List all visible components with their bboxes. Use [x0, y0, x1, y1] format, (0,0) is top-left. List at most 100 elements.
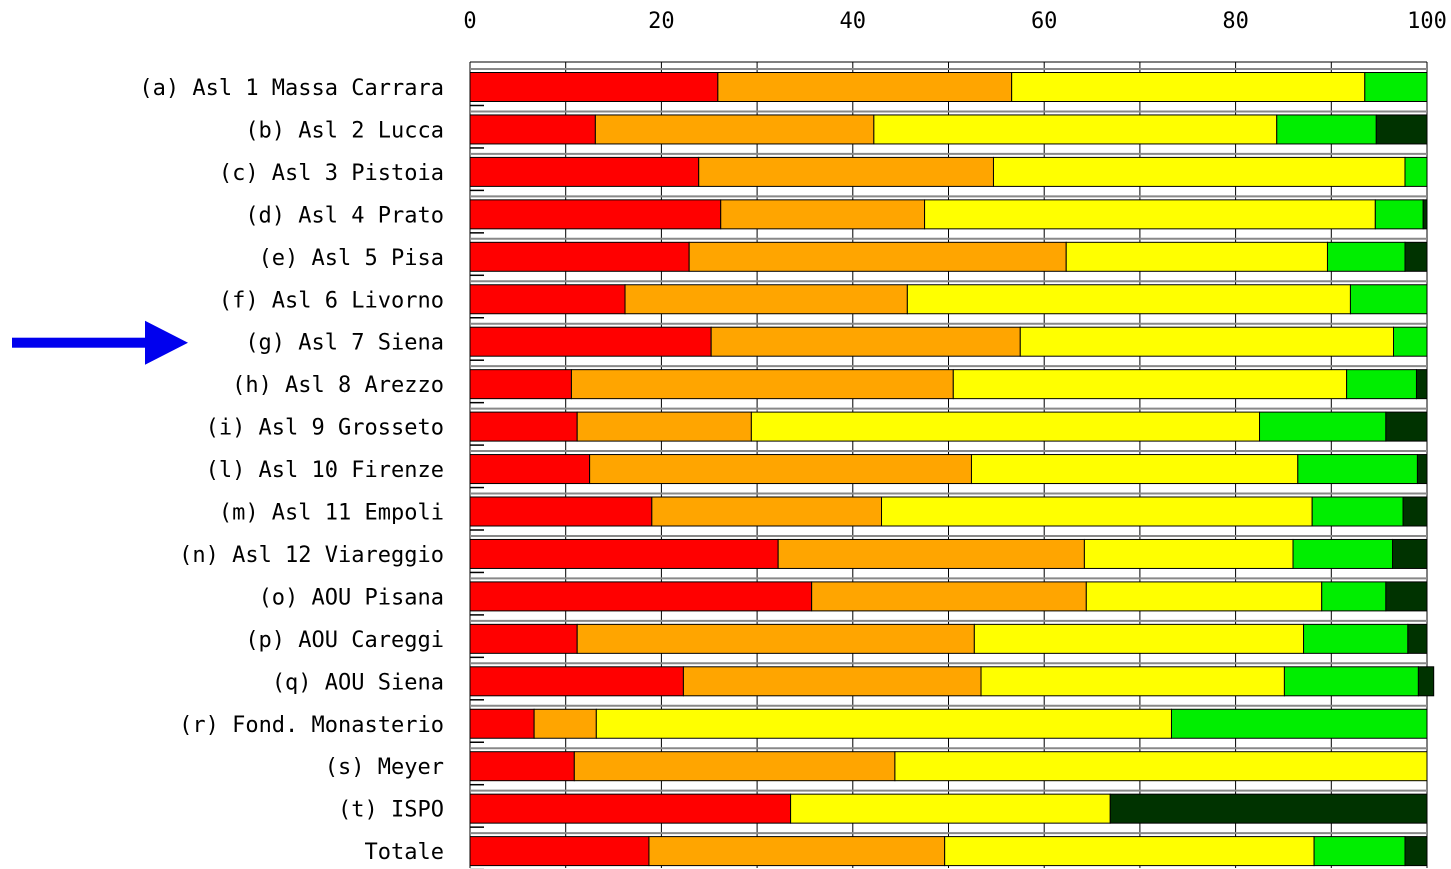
category-label: (d) Asl 4 Prato — [245, 203, 444, 228]
bar-segment — [1349, 284, 1428, 315]
x-tick-label: 100 — [1407, 9, 1447, 34]
bar-segment — [469, 369, 572, 400]
category-label: (n) Asl 12 Viareggio — [179, 543, 444, 568]
bar-segment — [576, 411, 752, 442]
category-label: (g) Asl 7 Siena — [245, 331, 444, 356]
bar-segment — [790, 793, 1111, 824]
x-tick-label: 80 — [1222, 9, 1249, 34]
bar-segment — [576, 623, 975, 654]
bar-segment — [1374, 199, 1424, 230]
bar-segment — [1259, 411, 1387, 442]
x-tick-label: 40 — [840, 9, 867, 34]
bar-segment — [1404, 836, 1428, 867]
bar-segment — [720, 199, 926, 230]
bar-segment — [594, 114, 875, 145]
category-label: (q) AOU Siena — [272, 670, 444, 695]
bar-segment — [469, 538, 779, 569]
x-tick-label: 0 — [463, 9, 476, 34]
bar-segment — [469, 284, 626, 315]
category-label: (e) Asl 5 Pisa — [259, 246, 444, 271]
bar-segment — [698, 156, 994, 187]
bar-segment — [717, 72, 1013, 102]
bar-segment — [992, 156, 1406, 187]
bar-segment — [924, 199, 1376, 230]
bar-segment — [1404, 156, 1428, 187]
bar-segment — [777, 538, 1085, 569]
bar-segment — [469, 708, 535, 739]
bar-segment — [811, 581, 1087, 612]
bar-segment — [1311, 496, 1404, 527]
bar-segment — [980, 666, 1285, 697]
bar-segment — [469, 72, 719, 102]
category-label: (c) Asl 3 Pistoia — [219, 161, 444, 186]
bar-segment — [1065, 241, 1328, 272]
bar-segment — [973, 623, 1305, 654]
category-label: (o) AOU Pisana — [259, 585, 444, 610]
bar-segment — [1283, 666, 1419, 697]
bar-segment — [469, 241, 690, 272]
bar-segment — [469, 581, 813, 612]
bar-segment — [469, 666, 684, 697]
bar-segment — [688, 241, 1067, 272]
highlight-arrow-shaft — [12, 337, 148, 348]
bar-segment — [1393, 326, 1428, 357]
highlight-arrow-icon — [145, 320, 188, 365]
category-label: (l) Asl 10 Firenze — [206, 458, 444, 483]
bar-segment — [469, 496, 653, 527]
bar-segment — [1402, 496, 1428, 527]
bar-segment — [469, 199, 722, 230]
bar-segment — [710, 326, 1021, 357]
category-label: (p) AOU Careggi — [245, 628, 444, 653]
bar-segment — [469, 793, 792, 824]
bar-segment — [1326, 241, 1406, 272]
bar-segment — [750, 411, 1261, 442]
x-tick-label: 20 — [648, 9, 675, 34]
bar-segment — [1407, 623, 1428, 654]
bar-segment — [1321, 581, 1387, 612]
bar-segment — [1375, 114, 1428, 145]
bar-segment — [1083, 538, 1294, 569]
bar-segment — [651, 496, 883, 527]
bar-segment — [1313, 836, 1406, 867]
bar-segment — [469, 623, 578, 654]
bar-segment — [469, 156, 700, 187]
bar-segment — [1385, 411, 1428, 442]
bar-segment — [573, 751, 896, 782]
bar-segment — [1422, 199, 1428, 230]
category-label: (a) Asl 1 Massa Carrara — [139, 76, 444, 101]
bar-segment — [1170, 708, 1428, 739]
bar-segment — [881, 496, 1313, 527]
bar-segment — [970, 454, 1299, 485]
bar-segment — [469, 114, 596, 145]
bar-segment — [1297, 454, 1418, 485]
category-label: (r) Fond. Monasterio — [179, 713, 444, 738]
bar-segment — [1303, 623, 1409, 654]
category-label: (h) Asl 8 Arezzo — [232, 373, 444, 398]
bar-segment — [1385, 581, 1428, 612]
bar-segment — [906, 284, 1351, 315]
bar-segment — [1416, 454, 1428, 485]
category-label: Totale — [365, 840, 444, 865]
bar-segment — [648, 836, 946, 867]
bar-segment — [1346, 369, 1417, 400]
category-axis: (a) Asl 1 Massa Carrara (b) Asl 2 Lucca (c… — [139, 76, 444, 865]
category-label: (b) Asl 2 Lucca — [245, 118, 444, 143]
bar-segment — [682, 666, 982, 697]
bar-segment — [533, 708, 597, 739]
bar-segment — [570, 369, 954, 400]
x-tick-label: 60 — [1031, 9, 1058, 34]
bar-segment — [469, 411, 578, 442]
bar-area — [469, 72, 1435, 867]
bar-segment — [1019, 326, 1395, 357]
bar-segment — [1404, 241, 1428, 272]
bar-segment — [1292, 538, 1394, 569]
bar-segment — [469, 836, 650, 867]
bar-segment — [1011, 72, 1366, 102]
bar-segment — [1392, 538, 1428, 569]
x-axis: 0 20 40 60 80 100 — [463, 9, 1447, 34]
category-label: (f) Asl 6 Livorno — [219, 288, 444, 313]
bar-segment — [873, 114, 1278, 145]
bar-segment — [469, 326, 712, 357]
bar-segment — [944, 836, 1315, 867]
